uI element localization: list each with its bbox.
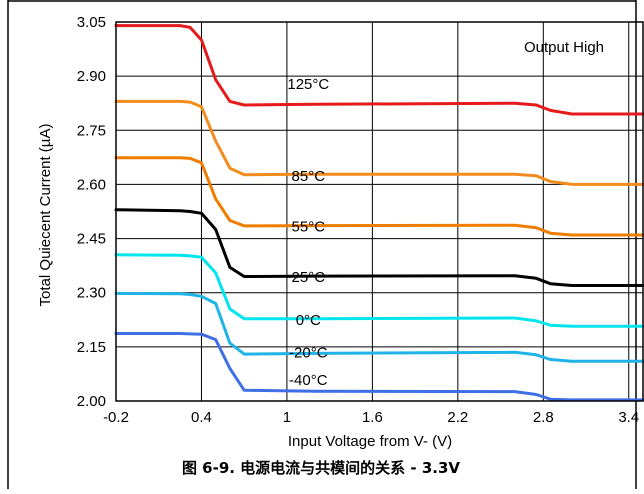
plot-border: [115, 21, 644, 402]
series-label: 125°C: [287, 76, 329, 93]
series-label: -20°C: [289, 345, 328, 362]
x-tick-label: 2.2: [447, 409, 468, 426]
series-label: -40°C: [289, 372, 328, 389]
series-label: 25°C: [292, 269, 326, 286]
y-tick-label: 2.90: [77, 68, 106, 85]
x-tick-labels: -0.2 0.4 1 1.6 2.2 2.8 3.4: [103, 409, 639, 426]
annotation-output-high: Output High: [524, 39, 604, 56]
x-tick-label: 1: [283, 409, 291, 426]
series-group: [114, 24, 644, 402]
x-axis-label: Input Voltage from V- (V): [288, 433, 452, 450]
series-line: [114, 332, 644, 402]
series-labels: 125°C 85°C 55°C 25°C 0°C -20°C -40°C: [287, 76, 329, 389]
series-line: [114, 253, 644, 328]
y-tick-labels: 2.00 2.15 2.30 2.45 2.60 2.75 2.90 3.05: [77, 14, 106, 410]
series-line: [114, 24, 644, 116]
y-tick-label: 2.45: [77, 231, 106, 248]
y-axis-label: Total Quiecent Current (µA): [37, 124, 54, 307]
x-tick-label: 3.4: [618, 409, 639, 426]
y-tick-label: 2.75: [77, 122, 106, 139]
y-tick-label: 2.15: [77, 339, 106, 356]
series-line: [114, 156, 644, 237]
x-tick-label: 2.8: [533, 409, 554, 426]
x-tick-label: -0.2: [103, 409, 129, 426]
y-tick-label: 3.05: [77, 14, 106, 31]
x-tick-label: 0.4: [191, 409, 212, 426]
figure-caption: 图 6-9. 电源电流与共模间的关系 - 3.3V: [182, 459, 460, 477]
x-tick-label: 1.6: [362, 409, 383, 426]
series-label: 0°C: [296, 312, 321, 329]
y-tick-label: 2.00: [77, 393, 106, 410]
y-tick-label: 2.60: [77, 176, 106, 193]
series-line: [114, 291, 644, 363]
series-label: 85°C: [292, 168, 326, 185]
y-tick-label: 2.30: [77, 285, 106, 302]
series-label: 55°C: [292, 218, 326, 235]
series-line: [114, 208, 644, 287]
series-line: [114, 99, 644, 186]
